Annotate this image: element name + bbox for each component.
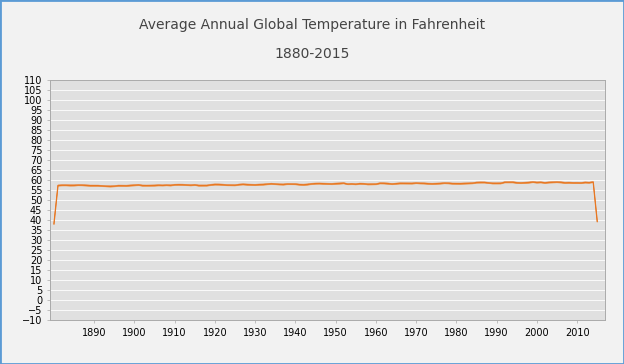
Text: Average Annual Global Temperature in Fahrenheit: Average Annual Global Temperature in Fah…	[139, 18, 485, 32]
Text: 1880-2015: 1880-2015	[275, 47, 349, 61]
